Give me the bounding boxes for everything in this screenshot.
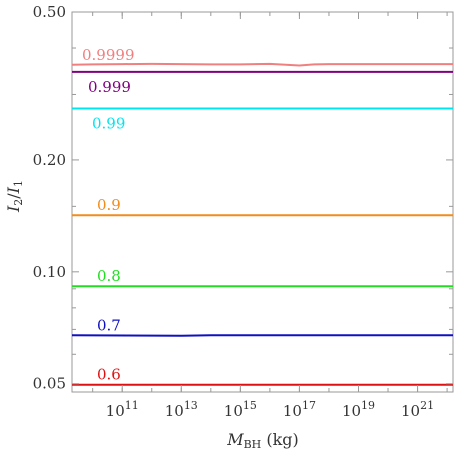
plot-border [71, 11, 454, 393]
y-axis-label: I2/I1 [4, 180, 25, 213]
series-labels: 0.9999 0.999 0.99 0.9 0.8 0.7 0.6 [82, 46, 135, 384]
x-tick-label: 1021 [401, 399, 434, 420]
series-label-0.999: 0.999 [88, 78, 131, 96]
series-label-0.9: 0.9 [97, 196, 121, 214]
x-tick-label: 1011 [106, 399, 139, 420]
y-tick-label: 0.20 [33, 151, 66, 169]
series-line-0.7 [71, 334, 453, 337]
x-tick-label: 1015 [224, 399, 257, 420]
series-label-0.99: 0.99 [92, 115, 125, 133]
x-axis-ticks: 1011 1013 1015 1017 1019 1021 [106, 12, 434, 420]
y-tick-label: 0.05 [33, 375, 66, 393]
x-tick-label: 1019 [342, 399, 375, 420]
y-tick-label: 0.50 [33, 3, 66, 21]
x-tick-label: 1013 [165, 399, 198, 420]
series-lines [71, 62, 453, 386]
plot-frame [71, 11, 454, 393]
x-axis-label: MBH (kg) [226, 430, 299, 451]
y-axis-ticks: 0.05 0.10 0.20 0.50 [33, 3, 453, 393]
series-label-0.8: 0.8 [97, 267, 121, 285]
series-line-0.9999 [71, 62, 453, 67]
series-label-0.6: 0.6 [97, 366, 121, 384]
series-label-0.7: 0.7 [97, 316, 121, 334]
series-label-0.9999: 0.9999 [82, 46, 135, 64]
x-tick-label: 1017 [283, 399, 316, 420]
y-tick-label: 0.10 [33, 263, 66, 281]
